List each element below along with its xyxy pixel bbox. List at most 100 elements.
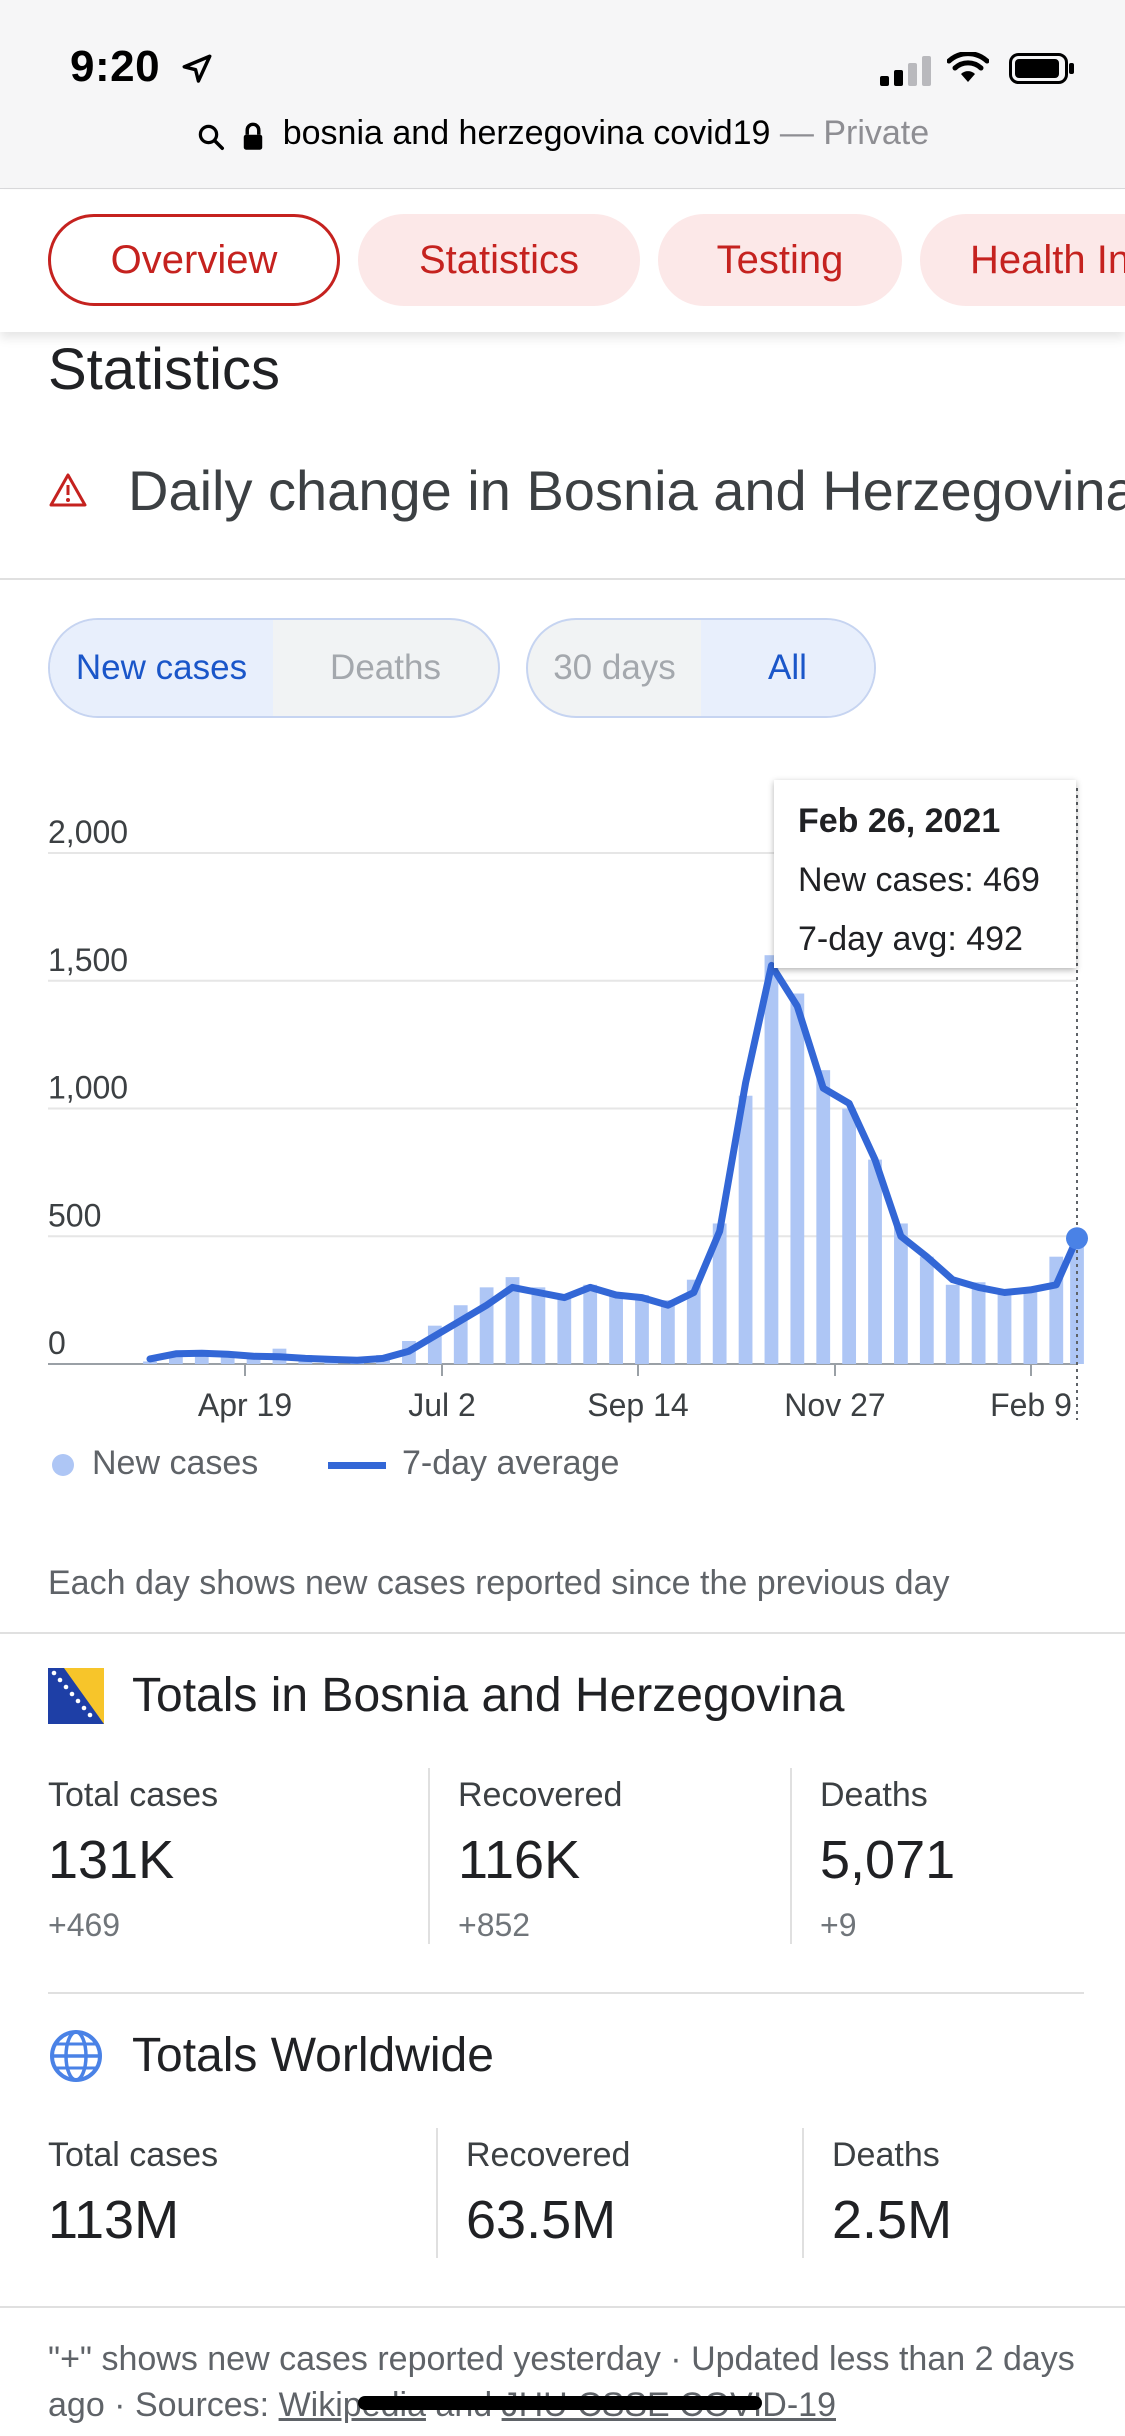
stat-delta: +852 [458,1907,531,1943]
chart-tooltip: Feb 26, 2021 New cases: 469 7-day avg: 4… [774,780,1076,968]
divider [436,2128,438,2258]
wifi-icon [947,52,989,82]
world-deaths: Deaths 2.5M [832,2136,952,2251]
footer-plus-note: "+" shows new cases reported yesterday [48,2340,661,2378]
battery-icon [1009,53,1074,84]
30-days-toggle[interactable]: 30 days [553,648,676,687]
new-cases-bar [945,1284,960,1364]
stat-label: Recovered [466,2136,631,2174]
new-cases-bar [868,1159,882,1364]
footer-note: "+" shows new cases reported yesterday ·… [48,2336,1078,2428]
cases-chart[interactable]: 0 500 1,000 1,500 2,000 Apr 19 Jul 2 Sep 14 Nov … [0,760,1125,1430]
legend-dot-icon [52,1454,74,1477]
new-cases-bar [997,1289,1012,1364]
new-cases-bar [1070,1244,1084,1364]
country-deaths: Deaths 5,071 +9 [820,1776,955,1944]
location-arrow-icon [182,54,212,83]
search-icon [198,124,224,150]
new-cases-bar [971,1282,986,1364]
new-cases-bar [842,1108,857,1364]
x-tick-label: Jul 2 [408,1387,476,1423]
lock-icon [244,122,263,150]
footer-sources-label: Sources: [134,2386,279,2424]
tab-health-info[interactable]: Health Info [920,214,1125,306]
stat-value: 116K [458,1830,581,1890]
country-total-cases: Total cases 131K +469 [48,1776,218,1944]
stat-label: Recovered [458,1776,623,1814]
bosnia-flag-icon [48,1668,104,1724]
stat-value: 5,071 [820,1830,956,1890]
topic-tabs: Overview Statistics Testing Health Info [0,190,1125,332]
hover-point [1066,1227,1088,1250]
tab-testing[interactable]: Testing [658,214,902,306]
new-cases-bar [738,1095,753,1364]
metric-toggle: New cases Deaths [48,618,500,718]
new-cases-bar [557,1295,572,1364]
new-cases-bar [505,1277,520,1364]
globe-icon [50,2030,102,2082]
tab-statistics[interactable]: Statistics [358,214,640,306]
divider [428,1768,430,1944]
world-totals-title: Totals Worldwide [132,2029,494,2082]
stat-value: 113M [48,2190,180,2250]
legend-new-cases: New cases [52,1444,258,1483]
x-tick-label: Feb 9 [990,1387,1072,1423]
new-cases-bar [816,1070,831,1364]
chart-heading: Daily change in Bosnia and Herzegovina [128,459,1125,522]
range-toggle: 30 days All [526,618,876,718]
tooltip-date: Feb 26, 2021 [798,802,1001,840]
home-indicator [358,2396,762,2410]
y-tick-label: 1,000 [48,1070,128,1106]
x-tick-label: Nov 27 [784,1387,885,1423]
tooltip-avg: 7-day avg: 492 [798,920,1023,958]
divider [0,2306,1125,2308]
country-recovered: Recovered 116K +852 [458,1776,622,1944]
world-total-cases: Total cases 113M [48,2136,218,2251]
legend-line-icon [328,1461,386,1469]
new-cases-bar [583,1284,598,1364]
new-cases-bar [531,1287,546,1364]
cellular-signal-icon [880,54,931,86]
world-recovered: Recovered 63.5M [466,2136,630,2251]
new-cases-bar [609,1292,623,1364]
stat-value: 131K [48,1830,175,1890]
stat-label: Total cases [48,1776,219,1814]
y-tick-label: 0 [48,1325,66,1361]
new-cases-bar [764,955,779,1364]
new-cases-toggle[interactable]: New cases [50,620,273,716]
divider [0,1632,1125,1634]
new-cases-bar [143,1361,157,1364]
address-bar[interactable]: bosnia and herzegovina covid19 — Private [0,114,1125,155]
divider [790,1768,792,1944]
x-tick-label: Sep 14 [587,1387,688,1423]
new-cases-bar [660,1300,675,1364]
new-cases-bar [790,993,805,1364]
warning-icon [49,473,87,507]
section-title: Statistics [48,337,281,402]
new-cases-bar [169,1352,183,1364]
stat-label: Deaths [832,2136,940,2174]
y-tick-label: 500 [48,1197,101,1233]
new-cases-bar [919,1256,934,1364]
dot-separator: · [660,2340,692,2378]
dot-separator: · [104,2386,135,2424]
url-query: bosnia and herzegovina covid19 [282,114,771,152]
stat-value: 63.5M [466,2190,617,2250]
divider [0,578,1125,580]
legend-line-label: 7-day average [402,1444,620,1482]
new-cases-bar [712,1223,727,1364]
deaths-toggle[interactable]: Deaths [330,648,441,687]
new-cases-bar [894,1223,908,1364]
stat-label: Total cases [48,2136,219,2174]
y-tick-label: 1,500 [48,942,128,978]
country-totals-title: Totals in Bosnia and Herzegovina [132,1669,845,1722]
browser-top-bar: 9:20 bosnia and herzegovina covid19 — Pr… [0,0,1125,189]
divider [802,2128,804,2258]
new-cases-bar [635,1295,649,1364]
chart-note: Each day shows new cases reported since … [48,1564,950,1602]
tab-overview[interactable]: Overview [48,214,340,306]
new-cases-bar [1023,1287,1038,1364]
new-cases-bar [686,1279,701,1364]
legend-7day-average: 7-day average [328,1444,619,1483]
all-toggle[interactable]: All [701,620,874,716]
